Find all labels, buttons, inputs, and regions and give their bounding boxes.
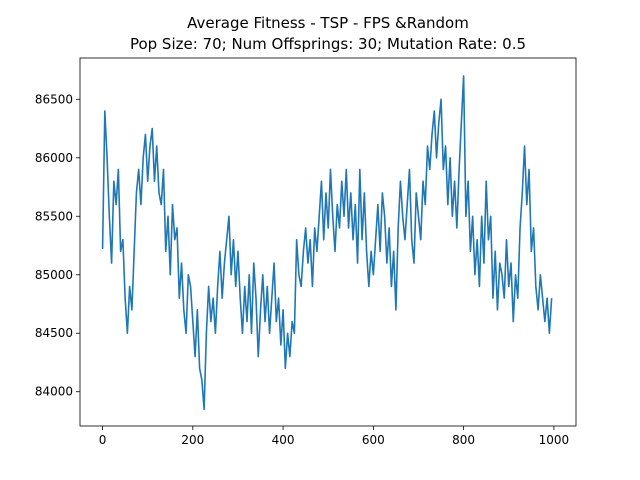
- x-tick-label: 0: [99, 433, 107, 447]
- y-tick-label: 84500: [35, 326, 73, 340]
- y-tick-label: 85000: [35, 268, 73, 282]
- x-tick-label: 1000: [539, 433, 570, 447]
- x-tick-label: 600: [362, 433, 385, 447]
- y-tick-label: 85500: [35, 209, 73, 223]
- x-tick-label: 200: [181, 433, 204, 447]
- x-tick-label: 800: [452, 433, 475, 447]
- plot-frame: [79, 57, 577, 427]
- y-tick-label: 86500: [35, 92, 73, 106]
- y-tick-label: 86000: [35, 151, 73, 165]
- chart-subtitle: Pop Size: 70; Num Offsprings: 30; Mutati…: [130, 35, 526, 53]
- chart-title: Average Fitness - TSP - FPS &Random: [187, 14, 469, 32]
- line-series: [101, 75, 553, 411]
- x-tick-label: 400: [272, 433, 295, 447]
- y-tick-label: 84000: [35, 385, 73, 399]
